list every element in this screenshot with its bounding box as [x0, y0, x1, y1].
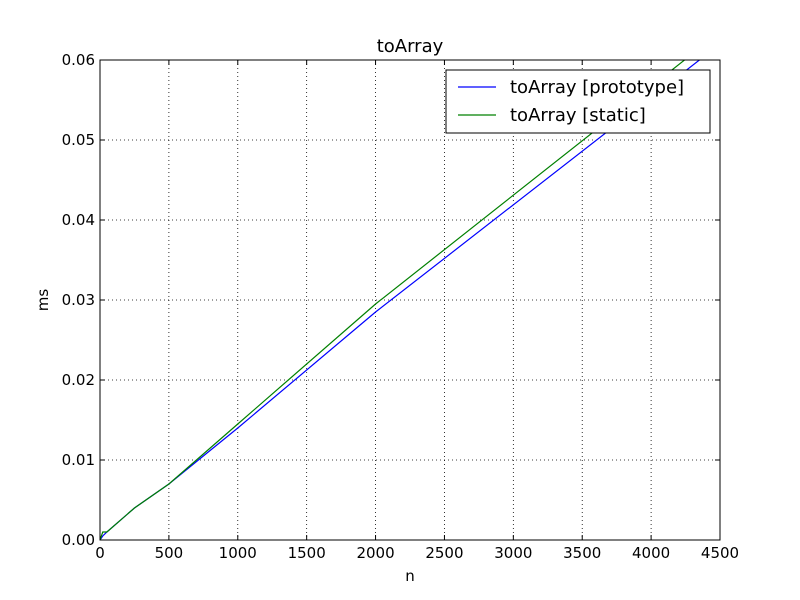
axis-ticks — [99, 59, 721, 541]
y-tick-label: 0.01 — [62, 451, 95, 469]
y-axis-title: ms — [34, 289, 52, 312]
chart-title: toArray — [377, 36, 444, 57]
x-tick-label: 3000 — [494, 544, 532, 562]
legend-label-static: toArray [static] — [510, 105, 646, 126]
legend: toArray [prototype] toArray [static] — [445, 69, 711, 134]
y-tick-label: 0.06 — [62, 51, 95, 69]
x-tick-label: 2000 — [356, 544, 394, 562]
y-tick-label: 0.05 — [62, 131, 95, 149]
x-tick-label: 0 — [95, 544, 105, 562]
x-tick-label: 4500 — [701, 544, 739, 562]
y-tick-label: 0.00 — [62, 531, 95, 549]
series-lines — [100, 60, 701, 540]
y-tick-label: 0.02 — [62, 371, 95, 389]
series-line-static — [100, 60, 686, 540]
x-tick-label: 500 — [155, 544, 184, 562]
y-tick-label: 0.03 — [62, 291, 95, 309]
y-tick-label: 0.04 — [62, 211, 95, 229]
x-tick-label: 1000 — [219, 544, 257, 562]
x-tick-label: 2500 — [425, 544, 463, 562]
plot-area — [100, 60, 701, 540]
x-axis-title: n — [405, 567, 415, 585]
legend-label-prototype: toArray [prototype] — [510, 77, 684, 98]
y-tick-labels: 0.00 0.01 0.02 0.03 0.04 0.05 0.06 — [62, 51, 95, 549]
x-tick-label: 3500 — [563, 544, 601, 562]
x-tick-label: 1500 — [288, 544, 326, 562]
x-tick-label: 4000 — [632, 544, 670, 562]
legend-box — [445, 69, 711, 134]
x-tick-labels: 0 500 1000 1500 2000 2500 3000 3500 4000 4500 — [95, 544, 739, 562]
